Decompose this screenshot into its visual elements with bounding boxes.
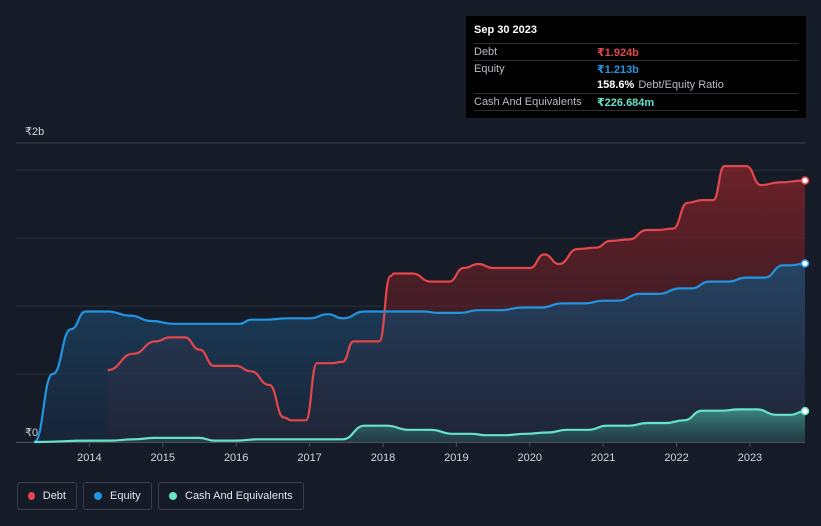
tooltip-ratio-value: 158.6% <box>597 79 635 91</box>
legend-debt[interactable]: Debt <box>17 482 77 510</box>
tooltip-debt-value: ₹1.924b <box>597 46 639 59</box>
x-tick-label: 2021 <box>591 452 615 464</box>
tooltip-ratio-label: Debt/Equity Ratio <box>638 79 724 91</box>
debt-line <box>107 164 806 422</box>
tooltip-equity-value: ₹1.213b <box>597 63 639 76</box>
x-tick-label: 2020 <box>518 452 542 464</box>
tooltip-debt-label: Debt <box>474 46 498 58</box>
cash-endpoint <box>800 406 810 416</box>
legend-cash-label: Cash And Equivalents <box>185 490 293 502</box>
x-tick-label: 2017 <box>297 452 321 464</box>
y-label-bottom: ₹0 <box>25 427 38 439</box>
cash-area <box>34 409 806 442</box>
legend-debt-dot <box>28 492 35 500</box>
cash-line <box>34 408 806 444</box>
tooltip-equity-row: Equity ₹1.213b <box>474 60 798 77</box>
equity-area <box>34 263 806 442</box>
legend-equity-label: Equity <box>110 490 141 502</box>
tooltip-ratio-row: 158.6% Debt/Equity Ratio <box>474 77 798 93</box>
tooltip: Sep 30 2023 Debt ₹1.924b Equity ₹1.213b … <box>466 16 806 118</box>
legend-cash[interactable]: Cash And Equivalents <box>158 482 304 510</box>
x-tick-label: 2022 <box>664 452 688 464</box>
legend-cash-dot <box>169 492 177 500</box>
equity-endpoint <box>800 259 810 268</box>
x-tick-label: 2018 <box>371 452 395 464</box>
x-tick-label: 2014 <box>77 452 101 464</box>
tooltip-date: Sep 30 2023 <box>474 24 537 36</box>
legend-equity-dot <box>94 492 102 500</box>
tooltip-debt-row: Debt ₹1.924b <box>474 43 798 60</box>
tooltip-cash-row: Cash And Equivalents ₹226.684m <box>474 93 798 111</box>
x-tick-label: 2015 <box>151 452 175 464</box>
x-tick-label: 2019 <box>444 452 468 464</box>
legend-debt-label: Debt <box>42 490 66 502</box>
x-tick-label: 2016 <box>224 452 248 464</box>
x-tick-label: 2023 <box>738 452 762 464</box>
y-label-top: ₹2b <box>25 126 44 138</box>
equity-line <box>33 262 806 444</box>
debt-endpoint <box>800 176 810 185</box>
tooltip-cash-label: Cash And Equivalents <box>474 96 582 108</box>
tooltip-equity-label: Equity <box>474 63 505 75</box>
legend-equity[interactable]: Equity <box>83 482 152 510</box>
tooltip-cash-value: ₹226.684m <box>597 96 655 109</box>
